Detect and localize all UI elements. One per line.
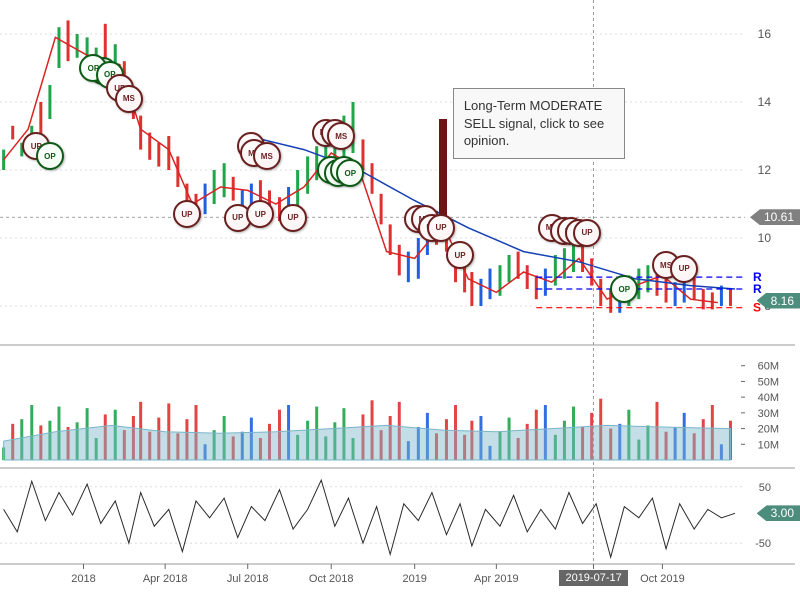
signal-ms[interactable]: MS bbox=[115, 85, 143, 113]
svg-text:Jul 2018: Jul 2018 bbox=[227, 573, 269, 585]
svg-text:Oct 2018: Oct 2018 bbox=[309, 573, 354, 585]
signal-ms[interactable]: MS bbox=[253, 142, 281, 170]
signal-up[interactable]: UP bbox=[427, 214, 455, 242]
svg-text:10M: 10M bbox=[758, 439, 779, 451]
svg-text:R: R bbox=[753, 282, 762, 296]
svg-text:50M: 50M bbox=[758, 376, 779, 388]
svg-text:30M: 30M bbox=[758, 408, 779, 420]
svg-text:2019: 2019 bbox=[402, 573, 426, 585]
svg-text:Apr 2019: Apr 2019 bbox=[474, 573, 519, 585]
signal-ms[interactable]: MS bbox=[327, 122, 355, 150]
svg-text:Oct 2019: Oct 2019 bbox=[640, 573, 685, 585]
svg-text:50: 50 bbox=[759, 482, 771, 494]
svg-text:-50: -50 bbox=[755, 538, 771, 550]
svg-text:14: 14 bbox=[758, 95, 772, 109]
signal-up[interactable]: UP bbox=[173, 200, 201, 228]
svg-text:20M: 20M bbox=[758, 424, 779, 436]
signal-up[interactable]: UP bbox=[246, 200, 274, 228]
svg-text:12: 12 bbox=[758, 163, 772, 177]
signal-up[interactable]: UP bbox=[573, 219, 601, 247]
price-tag: 10.61 bbox=[750, 209, 800, 225]
signal-marker-bar[interactable] bbox=[439, 119, 447, 218]
signal-op[interactable]: OP bbox=[36, 142, 64, 170]
svg-text:2018: 2018 bbox=[71, 573, 95, 585]
signal-tooltip[interactable]: Long-Term MODERATE SELL signal, click to… bbox=[453, 88, 625, 159]
stock-chart[interactable]: 810121416RRS10M20M30M40M50M60M-50502018A… bbox=[0, 0, 800, 600]
svg-text:60M: 60M bbox=[758, 361, 779, 373]
svg-text:10: 10 bbox=[758, 231, 772, 245]
signal-up[interactable]: UP bbox=[279, 204, 307, 232]
svg-text:40M: 40M bbox=[758, 392, 779, 404]
svg-text:Apr 2018: Apr 2018 bbox=[143, 573, 188, 585]
signal-up[interactable]: UP bbox=[670, 255, 698, 283]
svg-text:16: 16 bbox=[758, 27, 772, 41]
signal-op[interactable]: OP bbox=[336, 159, 364, 187]
signal-op[interactable]: OP bbox=[610, 275, 638, 303]
signal-up[interactable]: UP bbox=[446, 241, 474, 269]
x-axis-highlight: 2019-07-17 bbox=[559, 570, 627, 586]
